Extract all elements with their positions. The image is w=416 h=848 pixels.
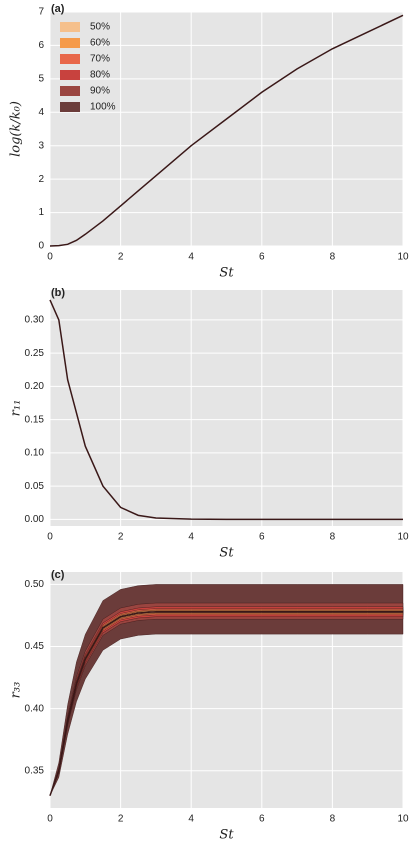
x-tick-label: 6 <box>259 252 265 263</box>
median-line <box>49 299 403 521</box>
legend-swatch <box>60 22 80 32</box>
y-axis-label: r₁₁ <box>9 400 24 417</box>
y-tick-label: 0.50 <box>25 579 45 590</box>
legend-label: 80% <box>90 70 110 81</box>
y-tick-label: 7 <box>38 7 44 18</box>
x-tick-label: 4 <box>188 252 194 263</box>
panel-label: (c) <box>51 569 65 581</box>
x-tick-label: 6 <box>259 532 265 543</box>
x-tick-label: 2 <box>118 532 124 543</box>
y-tick-label: 5 <box>38 73 44 84</box>
x-tick-label: 6 <box>259 814 265 825</box>
legend-swatch <box>60 86 80 96</box>
y-tick-label: 0.10 <box>25 448 45 459</box>
y-tick-label: 0.20 <box>25 381 45 392</box>
y-tick-label: 0 <box>38 241 44 252</box>
median-line <box>49 14 404 247</box>
x-tick-label: 10 <box>397 814 409 825</box>
legend-swatch <box>60 102 80 112</box>
legend-label: 100% <box>90 102 116 113</box>
legend-swatch <box>60 38 80 48</box>
median-line <box>49 611 403 796</box>
legend-label: 50% <box>90 22 110 33</box>
x-tick-label: 8 <box>330 252 336 263</box>
panel-label: (b) <box>51 287 65 299</box>
y-tick-label: 0.40 <box>25 703 45 714</box>
x-tick-label: 8 <box>330 532 336 543</box>
y-tick-label: 0.15 <box>25 414 45 425</box>
x-tick-label: 0 <box>47 532 53 543</box>
legend-label: 70% <box>90 54 110 65</box>
legend-label: 90% <box>90 86 110 97</box>
x-axis-label: St <box>219 546 234 561</box>
x-tick-label: 8 <box>330 814 336 825</box>
y-tick-label: 2 <box>38 174 44 185</box>
y-tick-label: 6 <box>38 40 44 51</box>
y-tick-label: 0.45 <box>25 641 45 652</box>
y-tick-label: 0.35 <box>25 765 45 776</box>
y-tick-label: 0.25 <box>25 348 45 359</box>
x-tick-label: 10 <box>397 252 409 263</box>
y-tick-label: 4 <box>38 107 44 118</box>
legend-swatch <box>60 70 80 80</box>
legend-swatch <box>60 54 80 64</box>
legend-label: 60% <box>90 38 110 49</box>
y-tick-label: 0.00 <box>25 514 45 525</box>
x-tick-label: 4 <box>188 814 194 825</box>
y-axis-label: r₃₃ <box>9 682 24 699</box>
x-tick-label: 10 <box>397 532 409 543</box>
y-tick-label: 3 <box>38 140 44 151</box>
plot-background <box>50 12 403 246</box>
x-tick-label: 4 <box>188 532 194 543</box>
y-tick-label: 0.05 <box>25 481 45 492</box>
x-tick-label: 0 <box>47 252 53 263</box>
y-tick-label: 1 <box>38 207 44 218</box>
x-tick-label: 0 <box>47 814 53 825</box>
panel-label: (a) <box>51 3 65 15</box>
x-tick-label: 2 <box>118 814 124 825</box>
plot-background <box>50 290 403 526</box>
x-tick-label: 2 <box>118 252 124 263</box>
y-tick-label: 0.30 <box>25 315 45 326</box>
x-axis-label: St <box>219 266 234 281</box>
x-axis-label: St <box>219 828 234 843</box>
y-axis-label: log(k/k₀) <box>9 101 24 157</box>
